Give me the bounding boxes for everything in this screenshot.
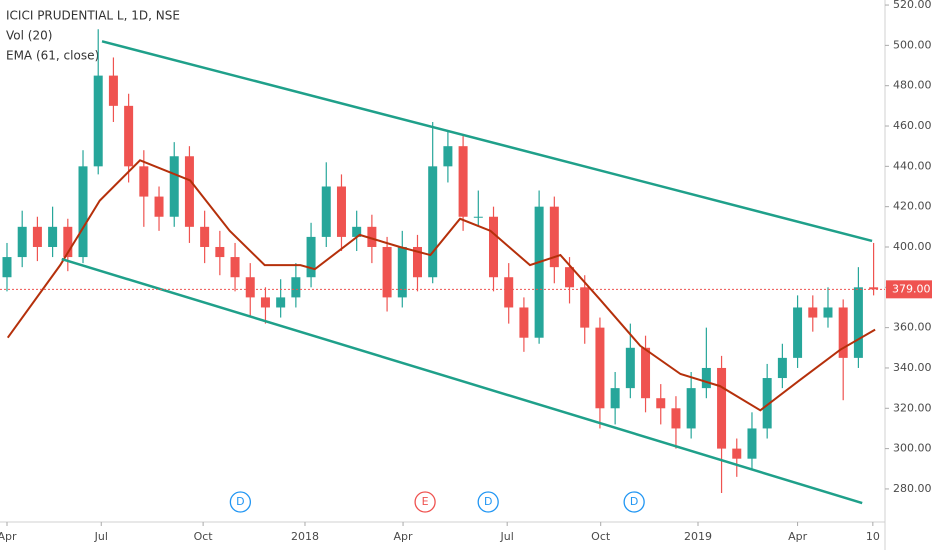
candle-body — [93, 75, 103, 167]
candle-body — [519, 307, 529, 338]
event-marker — [477, 491, 499, 513]
candle-body — [230, 257, 240, 278]
candle-body — [200, 226, 210, 247]
legend-entry: EMA (61, close) — [6, 49, 99, 63]
candle-body — [169, 156, 179, 217]
candle-body — [17, 226, 27, 258]
candle-body — [762, 378, 772, 429]
y-tick-label: 460.00 — [893, 119, 932, 132]
candle-body — [352, 226, 362, 237]
y-tick-label: 500.00 — [893, 38, 932, 51]
last-price-label: 379.00 — [892, 282, 931, 295]
candle-body — [549, 206, 559, 268]
candle-body — [732, 448, 742, 459]
x-tick-label: 2018 — [291, 530, 319, 543]
candle-body — [853, 287, 863, 358]
y-tick-label: 300.00 — [893, 442, 932, 455]
candle-body — [139, 166, 149, 197]
event-label: D — [236, 495, 244, 508]
candle-body — [32, 226, 42, 247]
candle-body — [808, 307, 818, 318]
candle-body — [154, 196, 164, 217]
candle-body — [823, 307, 833, 318]
candle-body — [595, 327, 605, 409]
candle-body — [291, 277, 301, 298]
trend-line — [61, 257, 863, 505]
candle-body — [717, 367, 727, 449]
candle-body — [63, 226, 73, 258]
candle-body — [108, 75, 118, 106]
candle-body — [656, 398, 666, 409]
candle-body — [184, 156, 194, 227]
x-tick-label: Apr — [394, 530, 414, 543]
candle-body — [78, 166, 88, 258]
candle-body — [473, 216, 483, 218]
candle-body — [565, 267, 575, 288]
candle-body — [838, 307, 848, 358]
event-marker — [623, 491, 645, 513]
y-tick-label: 420.00 — [893, 200, 932, 213]
candle-body — [686, 388, 696, 429]
candle-body — [793, 307, 803, 358]
x-tick-label: Jul — [94, 530, 108, 543]
candle-body — [625, 347, 635, 389]
candle-body — [534, 206, 544, 338]
x-tick-label: 2019 — [684, 530, 712, 543]
candle-body — [443, 146, 453, 167]
candle-body — [869, 287, 879, 290]
candle-body — [641, 347, 651, 399]
x-tick-label: Oct — [591, 530, 611, 543]
event-marker — [414, 491, 436, 513]
candle-body — [245, 277, 255, 298]
candle-body — [397, 246, 407, 298]
candle-body — [215, 246, 225, 258]
y-tick-label: 400.00 — [893, 240, 932, 253]
candle-body — [382, 246, 392, 298]
x-tick-label: Jul — [500, 530, 514, 543]
candle-body — [489, 216, 499, 278]
event-label: E — [422, 495, 429, 508]
event-marker — [229, 491, 252, 513]
x-tick-label: 10 — [866, 530, 880, 543]
y-tick-label: 440.00 — [893, 159, 932, 172]
x-tick-label: Apr — [788, 530, 808, 543]
candle-body — [260, 297, 270, 308]
chart-title: ICICI PRUDENTIAL L, 1D, NSE — [6, 9, 180, 23]
y-tick-label: 320.00 — [893, 401, 932, 414]
candle-body — [412, 246, 422, 278]
trend-line — [101, 40, 873, 243]
y-tick-label: 520.00 — [893, 0, 932, 11]
candle-body — [580, 287, 590, 328]
candle-body — [276, 297, 286, 308]
candle-body — [747, 428, 757, 459]
candle-body — [306, 236, 316, 278]
last-price-box — [886, 280, 932, 299]
legend-entry: Vol (20) — [6, 29, 52, 43]
ema-line — [6, 159, 876, 412]
candle-body — [777, 357, 787, 379]
candle-body — [701, 367, 711, 389]
x-tick-label: Apr — [0, 530, 17, 543]
y-tick-label: 480.00 — [893, 79, 932, 92]
candle-body — [336, 186, 346, 237]
candle-body — [48, 226, 58, 247]
y-tick-label: 360.00 — [893, 321, 932, 334]
event-label: D — [484, 495, 492, 508]
candle-body — [367, 226, 377, 247]
candle-body — [504, 277, 514, 308]
candle-body — [321, 186, 331, 237]
candle-body — [2, 257, 12, 278]
candle-body — [671, 408, 681, 429]
event-label: D — [630, 495, 638, 508]
y-tick-label: 340.00 — [893, 361, 932, 374]
candle-body — [458, 146, 468, 217]
x-tick-label: Oct — [194, 530, 214, 543]
y-tick-label: 280.00 — [893, 482, 932, 495]
candle-body — [124, 105, 134, 167]
candle-body — [610, 388, 620, 409]
candle-body — [428, 166, 438, 278]
